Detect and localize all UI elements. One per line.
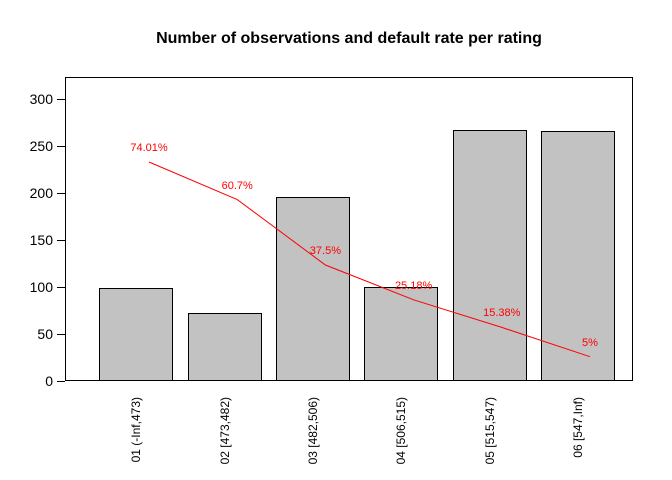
y-axis-tick [57,286,65,288]
x-axis-category-label: 06 [547,Inf) [571,397,585,458]
y-axis-tick [57,192,65,194]
y-axis-tick [57,145,65,147]
bar [453,130,527,381]
y-axis-tick-label: 50 [37,326,53,342]
x-axis-category-label: 01 (-Inf,473) [129,397,143,463]
y-axis-tick-label: 250 [29,138,53,154]
x-axis-category-label: 03 [482,506) [306,397,320,465]
x-axis-category-label: 02 [473,482) [218,397,232,465]
default-rate-point-label: 15.38% [483,307,521,320]
x-axis-category-label: 04 [506,515) [394,397,408,465]
y-axis-tick [57,98,65,100]
y-axis-tick [57,333,65,335]
y-axis-tick-label: 200 [29,185,53,201]
y-axis-tick [57,380,65,382]
default-rate-point-label: 74.01% [130,142,168,155]
x-axis-category-label: 05 [515,547) [483,397,497,465]
y-axis-tick-label: 0 [45,373,53,389]
bar [364,287,438,381]
chart-title: Number of observations and default rate … [156,30,542,47]
y-axis-tick-label: 100 [29,279,53,295]
y-axis-tick-label: 150 [29,232,53,248]
bar [276,197,350,381]
default-rate-point-label: 25.18% [394,279,433,292]
bar [188,313,262,381]
y-axis-tick [57,239,65,241]
bar [541,131,615,381]
y-axis-tick-label: 300 [29,91,53,107]
bar [99,288,173,381]
default-rate-point-label: 60.7% [221,179,253,192]
default-rate-point-label: 5% [582,336,598,349]
default-rate-point-label: 37.5% [309,245,341,257]
